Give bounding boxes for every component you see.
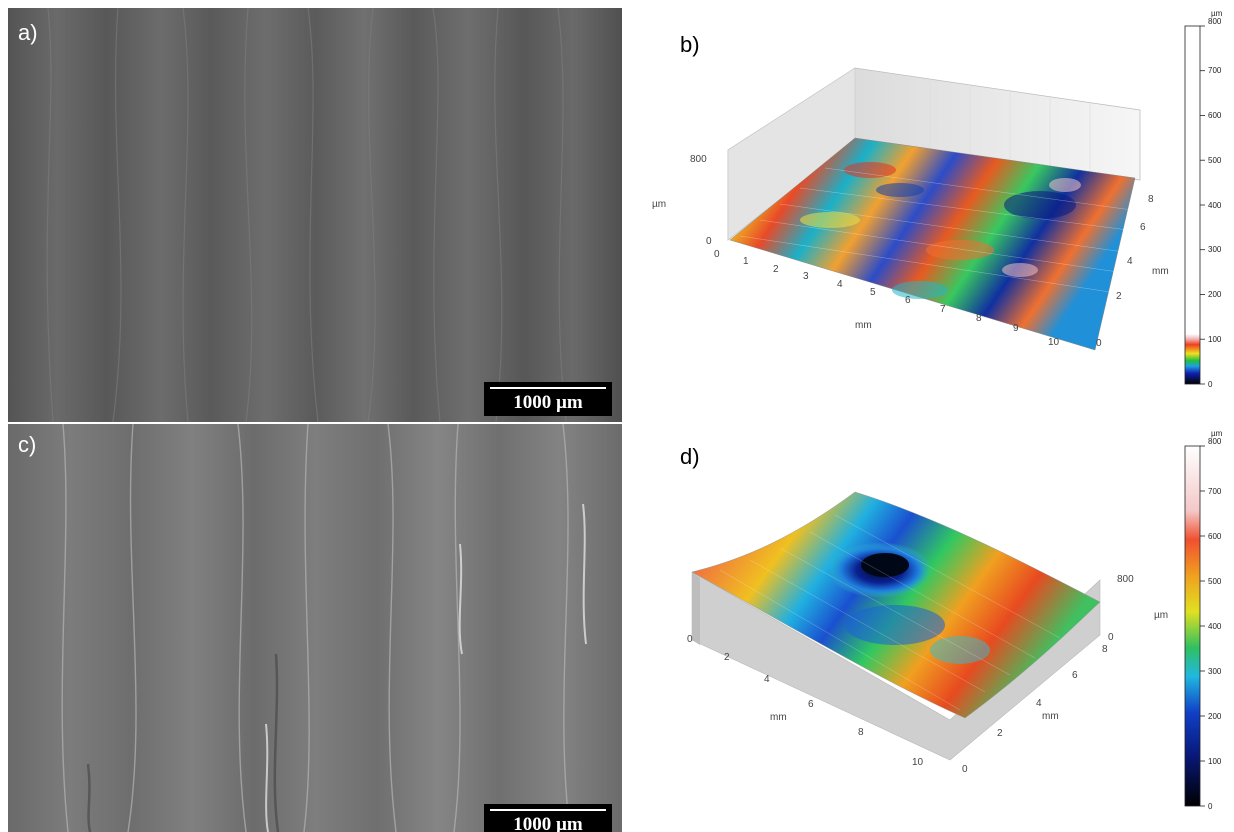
panel-b-topography: b) — [630, 0, 1234, 416]
scale-bar-label: 1000 µm — [513, 814, 583, 832]
colorbar-unit: µm — [1211, 429, 1223, 438]
cb-tick: 700 — [1208, 66, 1222, 75]
y-tick: 6 — [1072, 670, 1078, 681]
x-tick: 1 — [743, 256, 749, 267]
panel-c-sem-image: c) 1000 µm — [8, 424, 622, 832]
panel-label-d: d) — [680, 444, 700, 469]
y-tick: 4 — [1036, 698, 1042, 709]
z-tick-0: 0 — [706, 236, 712, 247]
x-tick: 2 — [724, 652, 730, 663]
y-tick: 2 — [997, 728, 1003, 739]
z-tick-0: 0 — [1108, 632, 1114, 643]
x-tick: 10 — [1048, 337, 1060, 348]
sem-texture-a — [8, 8, 622, 422]
sem-texture-c — [8, 424, 622, 832]
x-tick: 10 — [912, 757, 924, 768]
x-tick: 9 — [1013, 323, 1019, 334]
cb-tick: 0 — [1208, 802, 1213, 811]
y-tick: 0 — [962, 764, 968, 775]
scale-bar-a: 1000 µm — [484, 382, 612, 416]
y-tick: 4 — [1127, 256, 1133, 267]
cb-tick: 100 — [1208, 335, 1222, 344]
x-tick: 8 — [976, 313, 982, 324]
plot-b: 800 µm 0 0 1 2 3 4 5 6 7 8 9 10 mm 8 6 4… — [652, 9, 1223, 389]
cb-tick: 400 — [1208, 622, 1222, 631]
cb-tick: 800 — [1208, 17, 1222, 26]
x-tick: 5 — [870, 287, 876, 298]
panel-d-topography: d) — [630, 420, 1234, 832]
cb-tick: 400 — [1208, 201, 1222, 210]
cb-tick: 200 — [1208, 290, 1222, 299]
cb-tick: 500 — [1208, 577, 1222, 586]
x-tick: 2 — [773, 264, 779, 275]
x-tick: 6 — [808, 699, 814, 710]
colorbar-d: µm 800 700 600 500 400 300 200 100 0 — [1184, 429, 1223, 811]
topography-surface — [691, 491, 1101, 719]
y-axis-label: mm — [1152, 266, 1169, 277]
cb-tick: 0 — [1208, 380, 1213, 389]
cb-tick: 300 — [1208, 245, 1222, 254]
y-tick: 0 — [1096, 338, 1102, 349]
x-axis-label: mm — [855, 320, 872, 331]
x-axis-label: mm — [770, 712, 787, 723]
scale-bar-line — [490, 809, 606, 811]
scale-bar-c: 1000 µm — [484, 804, 612, 832]
z-axis-label: µm — [652, 199, 666, 210]
panel-a-sem-image: a) 1000 µm — [8, 8, 622, 422]
x-tick: 3 — [803, 271, 809, 282]
x-tick: 0 — [714, 249, 720, 260]
x-tick: 4 — [764, 674, 770, 685]
z-tick-800: 800 — [690, 154, 707, 165]
z-tick-800: 800 — [1117, 574, 1134, 585]
panel-label-b: b) — [680, 32, 700, 57]
plot-d: 800 µm 0 0 2 4 6 8 10 mm 8 6 4 2 0 mm µm… — [687, 429, 1223, 811]
colorbar-b: µm 800 700 600 500 400 300 200 100 0 — [1184, 9, 1223, 389]
y-tick: 8 — [1102, 644, 1108, 655]
scale-bar-label: 1000 µm — [513, 392, 583, 413]
left-wall — [692, 572, 700, 645]
cb-tick: 700 — [1208, 487, 1222, 496]
x-tick: 0 — [687, 634, 693, 645]
x-tick: 8 — [858, 727, 864, 738]
cb-tick: 600 — [1208, 111, 1222, 120]
cb-tick: 800 — [1208, 437, 1222, 446]
y-tick: 6 — [1140, 222, 1146, 233]
x-tick: 6 — [905, 295, 911, 306]
cb-tick: 600 — [1208, 532, 1222, 541]
x-tick: 4 — [837, 279, 843, 290]
cb-tick: 200 — [1208, 712, 1222, 721]
cb-tick: 500 — [1208, 156, 1222, 165]
panel-label-a: a) — [18, 20, 38, 45]
z-axis-label: µm — [1154, 610, 1168, 621]
y-tick: 2 — [1116, 291, 1122, 302]
scale-bar-line — [490, 387, 606, 389]
topography-surface — [729, 137, 1136, 351]
cb-tick: 300 — [1208, 667, 1222, 676]
y-tick: 8 — [1148, 194, 1154, 205]
cb-tick: 100 — [1208, 757, 1222, 766]
x-tick: 7 — [940, 304, 946, 315]
y-axis-label: mm — [1042, 711, 1059, 722]
colorbar-unit: µm — [1211, 9, 1223, 18]
panel-label-c: c) — [18, 432, 37, 457]
